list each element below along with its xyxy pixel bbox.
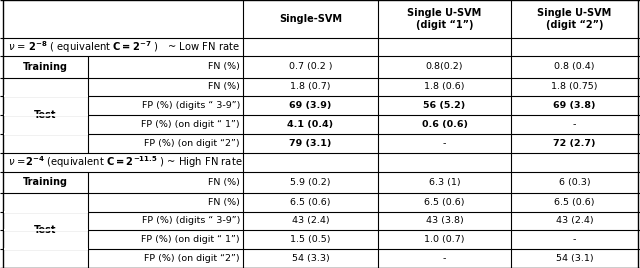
Text: 0.8 (0.4): 0.8 (0.4): [554, 62, 595, 72]
Text: 1.8 (0.75): 1.8 (0.75): [551, 83, 598, 91]
Text: 54 (3.1): 54 (3.1): [556, 254, 593, 263]
Text: 1.5 (0.5): 1.5 (0.5): [291, 235, 331, 244]
Text: 4.1 (0.4): 4.1 (0.4): [287, 120, 333, 129]
Text: 0.7 (0.2 ): 0.7 (0.2 ): [289, 62, 332, 72]
Text: FP (%) (digits “ 3-9”): FP (%) (digits “ 3-9”): [141, 217, 240, 225]
Text: 5.9 (0.2): 5.9 (0.2): [291, 178, 331, 187]
Text: FN (%): FN (%): [208, 178, 240, 187]
Text: 43 (2.4): 43 (2.4): [292, 217, 330, 225]
Text: 6.5 (0.6): 6.5 (0.6): [554, 198, 595, 207]
Text: 69 (3.9): 69 (3.9): [289, 101, 332, 110]
Text: 6.5 (0.6): 6.5 (0.6): [424, 198, 465, 207]
Text: 43 (3.8): 43 (3.8): [426, 217, 463, 225]
Text: FP (%) (on digit “ 1”): FP (%) (on digit “ 1”): [141, 235, 240, 244]
Text: $\nu$ = $\mathbf{2^{-8}}$ ( equivalent $\mathbf{C=2^{-7}}$ )   ~ Low FN rate: $\nu$ = $\mathbf{2^{-8}}$ ( equivalent $…: [8, 39, 240, 55]
Text: 69 (3.8): 69 (3.8): [553, 101, 596, 110]
Text: -: -: [443, 254, 446, 263]
Text: FN (%): FN (%): [208, 62, 240, 72]
Text: Training: Training: [23, 62, 68, 72]
Text: 0.6 (0.6): 0.6 (0.6): [422, 120, 467, 129]
Text: Single-SVM: Single-SVM: [279, 14, 342, 24]
Text: 43 (2.4): 43 (2.4): [556, 217, 593, 225]
Text: 0.8(0.2): 0.8(0.2): [426, 62, 463, 72]
Text: Test: Test: [35, 225, 57, 235]
Text: Single U-SVM
(digit “2”): Single U-SVM (digit “2”): [538, 8, 612, 30]
Text: 6.3 (1): 6.3 (1): [429, 178, 460, 187]
Text: 1.8 (0.6): 1.8 (0.6): [424, 83, 465, 91]
Text: FP (%) (on digit “2”): FP (%) (on digit “2”): [145, 139, 240, 148]
Text: $\nu$ =$\mathbf{2^{-4}}$ (equivalent $\mathbf{C=2^{-11.5}}$ ) ~ High FN rate: $\nu$ =$\mathbf{2^{-4}}$ (equivalent $\m…: [8, 154, 243, 170]
Text: 79 (3.1): 79 (3.1): [289, 139, 332, 148]
Text: 1.8 (0.7): 1.8 (0.7): [291, 83, 331, 91]
Text: Training: Training: [23, 177, 68, 187]
Text: 6 (0.3): 6 (0.3): [559, 178, 590, 187]
Text: FP (%) (on digit “2”): FP (%) (on digit “2”): [145, 254, 240, 263]
Text: FP (%) (on digit “ 1”): FP (%) (on digit “ 1”): [141, 120, 240, 129]
Text: Test: Test: [35, 110, 57, 120]
Text: FN (%): FN (%): [208, 83, 240, 91]
Text: -: -: [443, 139, 446, 148]
Text: -: -: [573, 120, 576, 129]
Text: 1.0 (0.7): 1.0 (0.7): [424, 235, 465, 244]
Text: FN (%): FN (%): [208, 198, 240, 207]
Text: 72 (2.7): 72 (2.7): [553, 139, 596, 148]
Text: 56 (5.2): 56 (5.2): [424, 101, 466, 110]
Text: 6.5 (0.6): 6.5 (0.6): [291, 198, 331, 207]
Text: Single U-SVM
(digit “1”): Single U-SVM (digit “1”): [408, 8, 482, 30]
Text: -: -: [573, 235, 576, 244]
Text: FP (%) (digits “ 3-9”): FP (%) (digits “ 3-9”): [141, 101, 240, 110]
Text: 54 (3.3): 54 (3.3): [292, 254, 330, 263]
